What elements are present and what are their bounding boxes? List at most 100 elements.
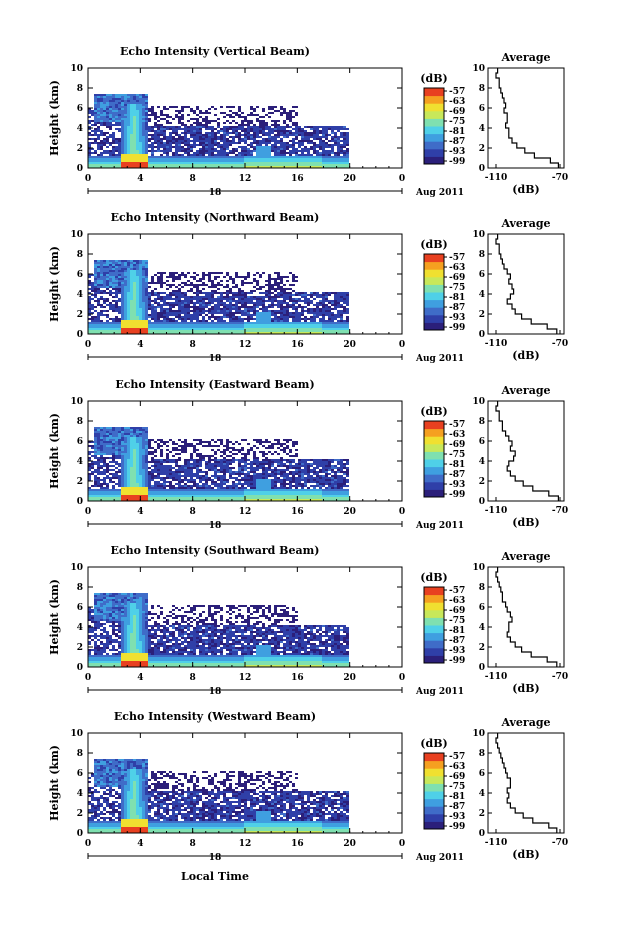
heatmap-cell [298,292,301,294]
heatmap-cell [121,262,124,264]
heatmap-cell [235,296,238,298]
heatmap-cell [232,314,235,316]
heatmap-cell [148,110,151,112]
heatmap-cell [157,146,160,148]
heatmap-cell [253,140,256,142]
heatmap-cell [187,132,190,134]
y-tick-label: 8 [77,84,83,94]
heatmap-cell [178,146,181,148]
heatmap-cell [127,304,130,306]
heatmap-cell [133,110,136,112]
heatmap-cell [262,120,265,122]
heatmap-cell [130,276,133,278]
heatmap-cell [262,126,265,128]
heatmap-cell [88,467,91,469]
heatmap-cell [322,316,325,318]
heatmap-cell [127,449,130,451]
colorbar-swatch [424,307,444,316]
heatmap-cell [202,156,205,158]
heatmap-cell [157,304,160,306]
heatmap-cell [115,296,118,298]
heatmap-cell [136,332,139,334]
heatmap-cell [124,429,127,431]
heatmap-cell [103,160,106,162]
heatmap-cell [160,314,163,316]
heatmap-cell [133,284,136,286]
heatmap-cell [313,316,316,318]
heatmap-cell [136,467,139,469]
heatmap-cell [133,136,136,138]
heatmap-cell [178,116,181,118]
heatmap-cell [130,132,133,134]
heatmap-cell [229,300,232,302]
heatmap-cell [121,100,124,102]
heatmap-cell [139,316,142,318]
heatmap-cell [118,154,121,156]
heatmap-cell [295,112,298,114]
heatmap-cell [130,433,133,435]
heatmap-cell [115,286,118,288]
heatmap-cell [148,140,151,142]
heatmap-cell [124,166,127,168]
heatmap-cell [112,134,115,136]
heatmap-cell [184,158,187,160]
heatmap-cell [226,300,229,302]
heatmap-cell [115,499,118,501]
heatmap-cell [310,128,313,130]
heatmap-cell [103,162,106,164]
heatmap-cell [109,449,112,451]
heatmap-cell [211,150,214,152]
heatmap-cell [268,156,271,158]
heatmap-cell [313,148,316,150]
heatmap-cell [88,300,91,302]
heatmap-cell [274,136,277,138]
heatmap-cell [115,268,118,270]
heatmap-cell [253,326,256,328]
heatmap-cell [343,308,346,310]
heatmap-cell [139,449,142,451]
heatmap-cell [277,324,280,326]
heatmap-cell [142,100,145,102]
heatmap-cell [253,160,256,162]
heatmap-cell [151,278,154,280]
heatmap-cell [265,166,268,168]
heatmap-cell [346,320,349,322]
heatmap-cell [247,114,250,116]
heatmap-cell [265,140,268,142]
heatmap-cell [103,124,106,126]
heatmap-cell [139,152,142,154]
heatmap-cell [157,150,160,152]
heatmap-cell [184,300,187,302]
heatmap-cell [103,286,106,288]
heatmap-cell [208,146,211,148]
heatmap-cell [106,477,109,479]
heatmap-cell [199,320,202,322]
heatmap-cell [160,308,163,310]
heatmap-cell [91,441,94,443]
heatmap-cell [142,156,145,158]
heatmap-cell [148,138,151,140]
heatmap-cell [94,294,97,296]
heatmap-cell [145,110,148,112]
heatmap-cell [271,146,274,148]
heatmap-cell [208,332,211,334]
heatmap-cell [124,312,127,314]
heatmap-cell [259,304,262,306]
heatmap-cell [226,322,229,324]
heatmap-cell [124,126,127,128]
heatmap-cell [106,443,109,445]
heatmap-cell [211,332,214,334]
heatmap-cell [208,298,211,300]
heatmap-cell [115,302,118,304]
heatmap-cell [235,300,238,302]
heatmap-cell [184,314,187,316]
heatmap-cell [88,493,91,495]
heatmap-cell [103,110,106,112]
heatmap-cell [259,320,262,322]
heatmap-cell [103,100,106,102]
colorbar-tick-label: -93 [449,147,465,157]
heatmap-cell [271,296,274,298]
heatmap-cell [301,322,304,324]
heatmap-cell [112,272,115,274]
heatmap-cell [211,284,214,286]
